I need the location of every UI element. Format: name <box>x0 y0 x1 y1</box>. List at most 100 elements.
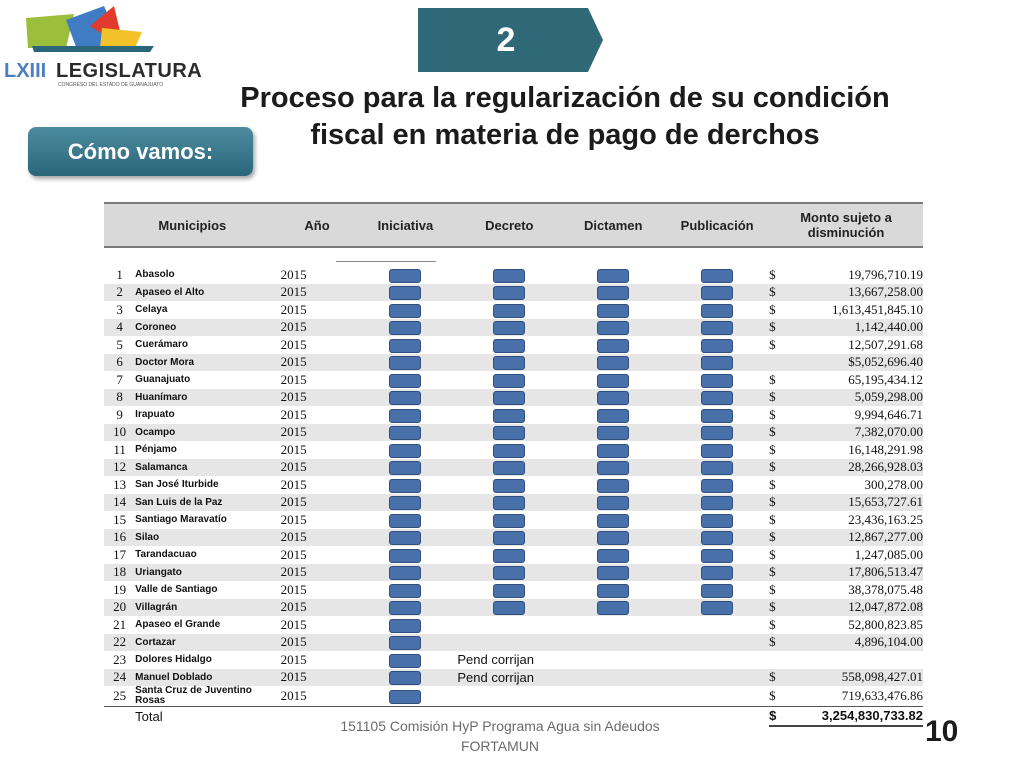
table-row: 2 Apaseo el Alto 2015 $13,667,258.00 <box>104 283 923 301</box>
table-row: 4 Coroneo 2015 $1,142,440.00 <box>104 318 923 336</box>
legislatura-logo <box>4 2 174 92</box>
header-monto: Monto sujeto a disminución <box>769 202 923 248</box>
status-cell-pub <box>665 353 770 371</box>
status-block-icon <box>597 496 630 511</box>
status-cell-dec <box>457 388 562 406</box>
currency-sign: $ <box>769 458 788 476</box>
status-cell-dic <box>561 563 666 581</box>
status-block-icon <box>597 583 630 598</box>
status-cell-dic <box>561 423 666 441</box>
status-cell-dic <box>561 406 665 424</box>
status-block-icon <box>389 356 422 371</box>
status-block-icon <box>493 583 526 598</box>
status-cell-pub <box>665 318 770 336</box>
status-cell-dic <box>561 353 666 371</box>
status-cell-dic <box>561 546 665 564</box>
status-cell-dic <box>561 581 665 599</box>
status-cell-ini <box>353 371 457 389</box>
row-number: 18 <box>104 563 136 581</box>
status-block-icon <box>493 303 526 318</box>
municipio-name: Ocampo <box>135 423 281 441</box>
table-row: 5 Cuerámaro 2015 $12,507,291.68 <box>104 336 923 354</box>
page-number: 10 <box>925 715 959 748</box>
municipio-name: Irapuato <box>135 409 175 421</box>
status-block-icon <box>493 268 526 283</box>
status-cell-pub <box>665 458 770 476</box>
amount-value: 52,800,823.85 <box>848 616 923 632</box>
row-number: 9 <box>116 406 123 422</box>
status-cell-ini <box>353 616 457 634</box>
status-block-icon <box>701 408 734 423</box>
row-year: 2015 <box>280 388 354 406</box>
status-block-icon <box>493 426 526 441</box>
pending-note: Pend corrijan <box>457 668 562 686</box>
status-cell-dec <box>457 686 561 707</box>
municipio-name: San Luis de la Paz <box>135 493 281 511</box>
currency-sign: $ <box>769 301 776 317</box>
status-cell-pub <box>665 598 770 616</box>
row-year: 2015 <box>280 371 307 387</box>
status-cell-pub <box>665 511 769 529</box>
row-year: 2015 <box>280 546 307 562</box>
status-cell-dic <box>561 476 665 494</box>
status-cell-dic <box>561 633 666 651</box>
status-cell-pub <box>665 546 769 564</box>
status-block-icon <box>493 513 526 528</box>
table-row: 11 Pénjamo 2015 $16,148,291.98 <box>104 441 923 459</box>
row-year: 2015 <box>280 423 354 441</box>
currency-sign: $ <box>769 668 788 686</box>
amount-value: 15,653,727.61 <box>787 493 923 511</box>
row-number: 20 <box>104 598 136 616</box>
status-block-icon <box>493 338 526 353</box>
status-cell-pub <box>665 476 769 494</box>
status-block-icon <box>597 303 630 318</box>
status-cell-dec <box>457 266 561 284</box>
status-cell-pub <box>665 493 770 511</box>
row-number: 15 <box>113 511 127 527</box>
currency-sign: $ <box>769 598 788 616</box>
status-cell-ini <box>353 651 457 669</box>
status-block-icon <box>389 548 422 563</box>
status-block-icon <box>493 478 526 493</box>
status-block-icon <box>493 408 526 423</box>
amount-value: 7,382,070.00 <box>787 423 923 441</box>
status-cell-dic <box>561 441 665 459</box>
status-cell-dec <box>457 581 561 599</box>
table-row: 8 Huanímaro 2015 $5,059,298.00 <box>104 388 923 406</box>
row-number: 19 <box>113 581 127 597</box>
row-year: 2015 <box>280 581 307 597</box>
currency-sign: $ <box>769 371 776 387</box>
currency-sign: $ <box>769 511 776 527</box>
status-block-icon <box>389 636 422 651</box>
status-block-icon <box>389 286 422 301</box>
amount-value: 17,806,513.47 <box>787 563 923 581</box>
status-cell-dic <box>561 336 665 354</box>
status-block-icon <box>493 496 526 511</box>
currency-sign: $ <box>769 318 788 336</box>
row-year: 2015 <box>280 616 307 632</box>
status-cell-ini <box>353 668 458 686</box>
status-block-icon <box>493 531 526 546</box>
currency-sign <box>769 651 788 669</box>
row-number: 21 <box>113 616 127 632</box>
row-number: 12 <box>104 458 136 476</box>
status-cell-ini <box>353 301 457 319</box>
status-block-icon <box>493 461 526 476</box>
currency-sign: $ <box>769 493 788 511</box>
status-block-icon <box>389 496 422 511</box>
amount-value: 1,613,451,845.10 <box>832 301 923 317</box>
table-row: 18 Uriangato 2015 $17,806,513.47 <box>104 563 923 581</box>
total-spacer <box>104 706 136 726</box>
status-cell-pub <box>665 651 769 669</box>
row-number: 7 <box>116 371 123 387</box>
status-cell-dec <box>457 406 561 424</box>
status-block-icon <box>389 690 422 704</box>
status-block-icon <box>701 373 734 388</box>
status-block-icon <box>493 391 526 406</box>
status-block-icon <box>389 461 422 476</box>
status-cell-dec <box>457 546 561 564</box>
row-number: 17 <box>113 546 127 562</box>
status-block-icon <box>597 601 630 616</box>
row-year: 2015 <box>280 528 354 546</box>
status-cell-dic <box>561 371 665 389</box>
